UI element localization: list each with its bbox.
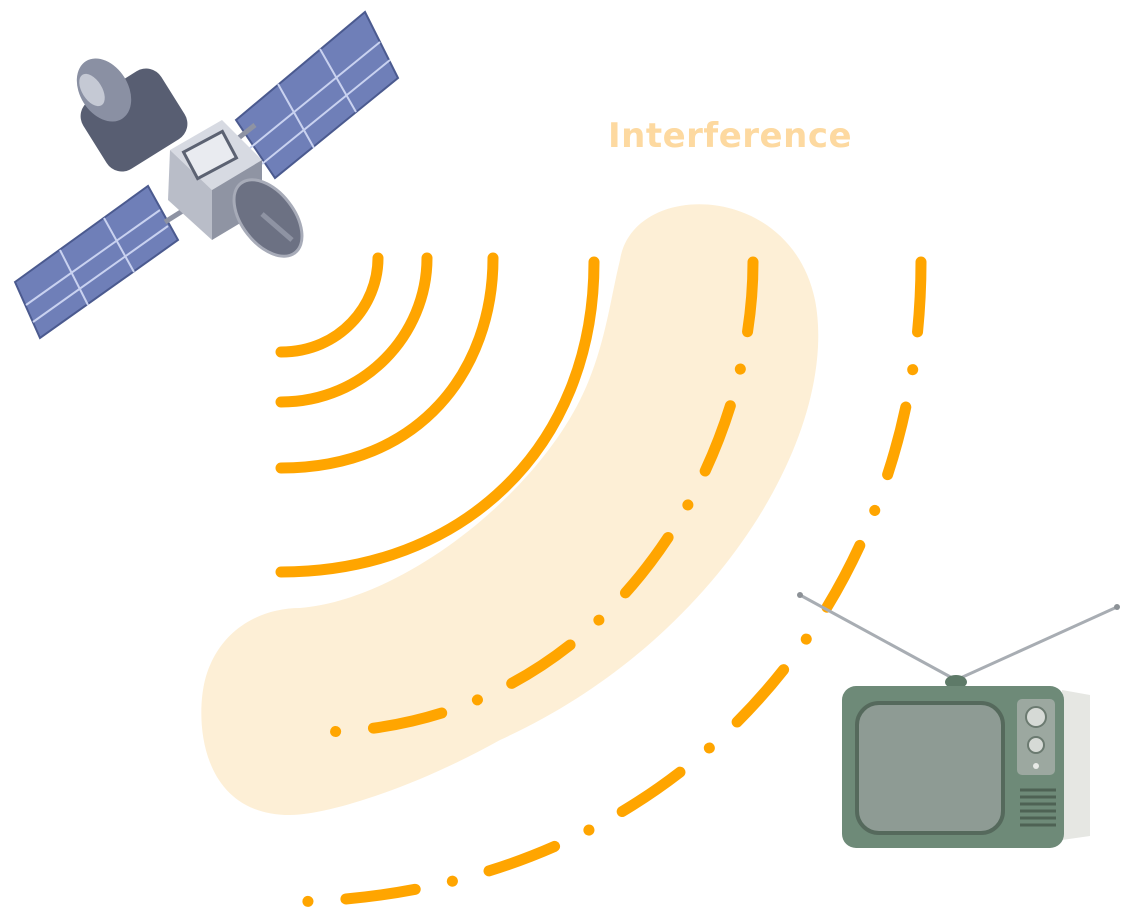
television-icon [797,592,1120,848]
interfered-wave-outer [275,256,927,908]
signal-wave-2 [275,252,433,408]
tv-speaker-grille [1020,788,1056,827]
interference-zone [201,204,819,815]
signal-wave-1 [275,252,384,358]
signal-wave-4 [275,256,600,578]
solar-panel-lower [13,184,180,340]
tv-antenna [797,592,1120,689]
solar-panel-upper [234,10,400,180]
interference-label: Interference [608,116,853,156]
tv-screen [855,701,1005,835]
interfered-waves [275,256,927,908]
tv-tuning-knob [1025,706,1047,728]
signal-wave-3 [275,252,499,474]
satellite-icon [13,10,400,340]
interfered-wave-inner [312,256,759,738]
satellite-engine [76,58,188,172]
satellite-dish [232,178,304,258]
signal-waves [275,252,600,578]
tv-volume-knob [1027,736,1045,754]
